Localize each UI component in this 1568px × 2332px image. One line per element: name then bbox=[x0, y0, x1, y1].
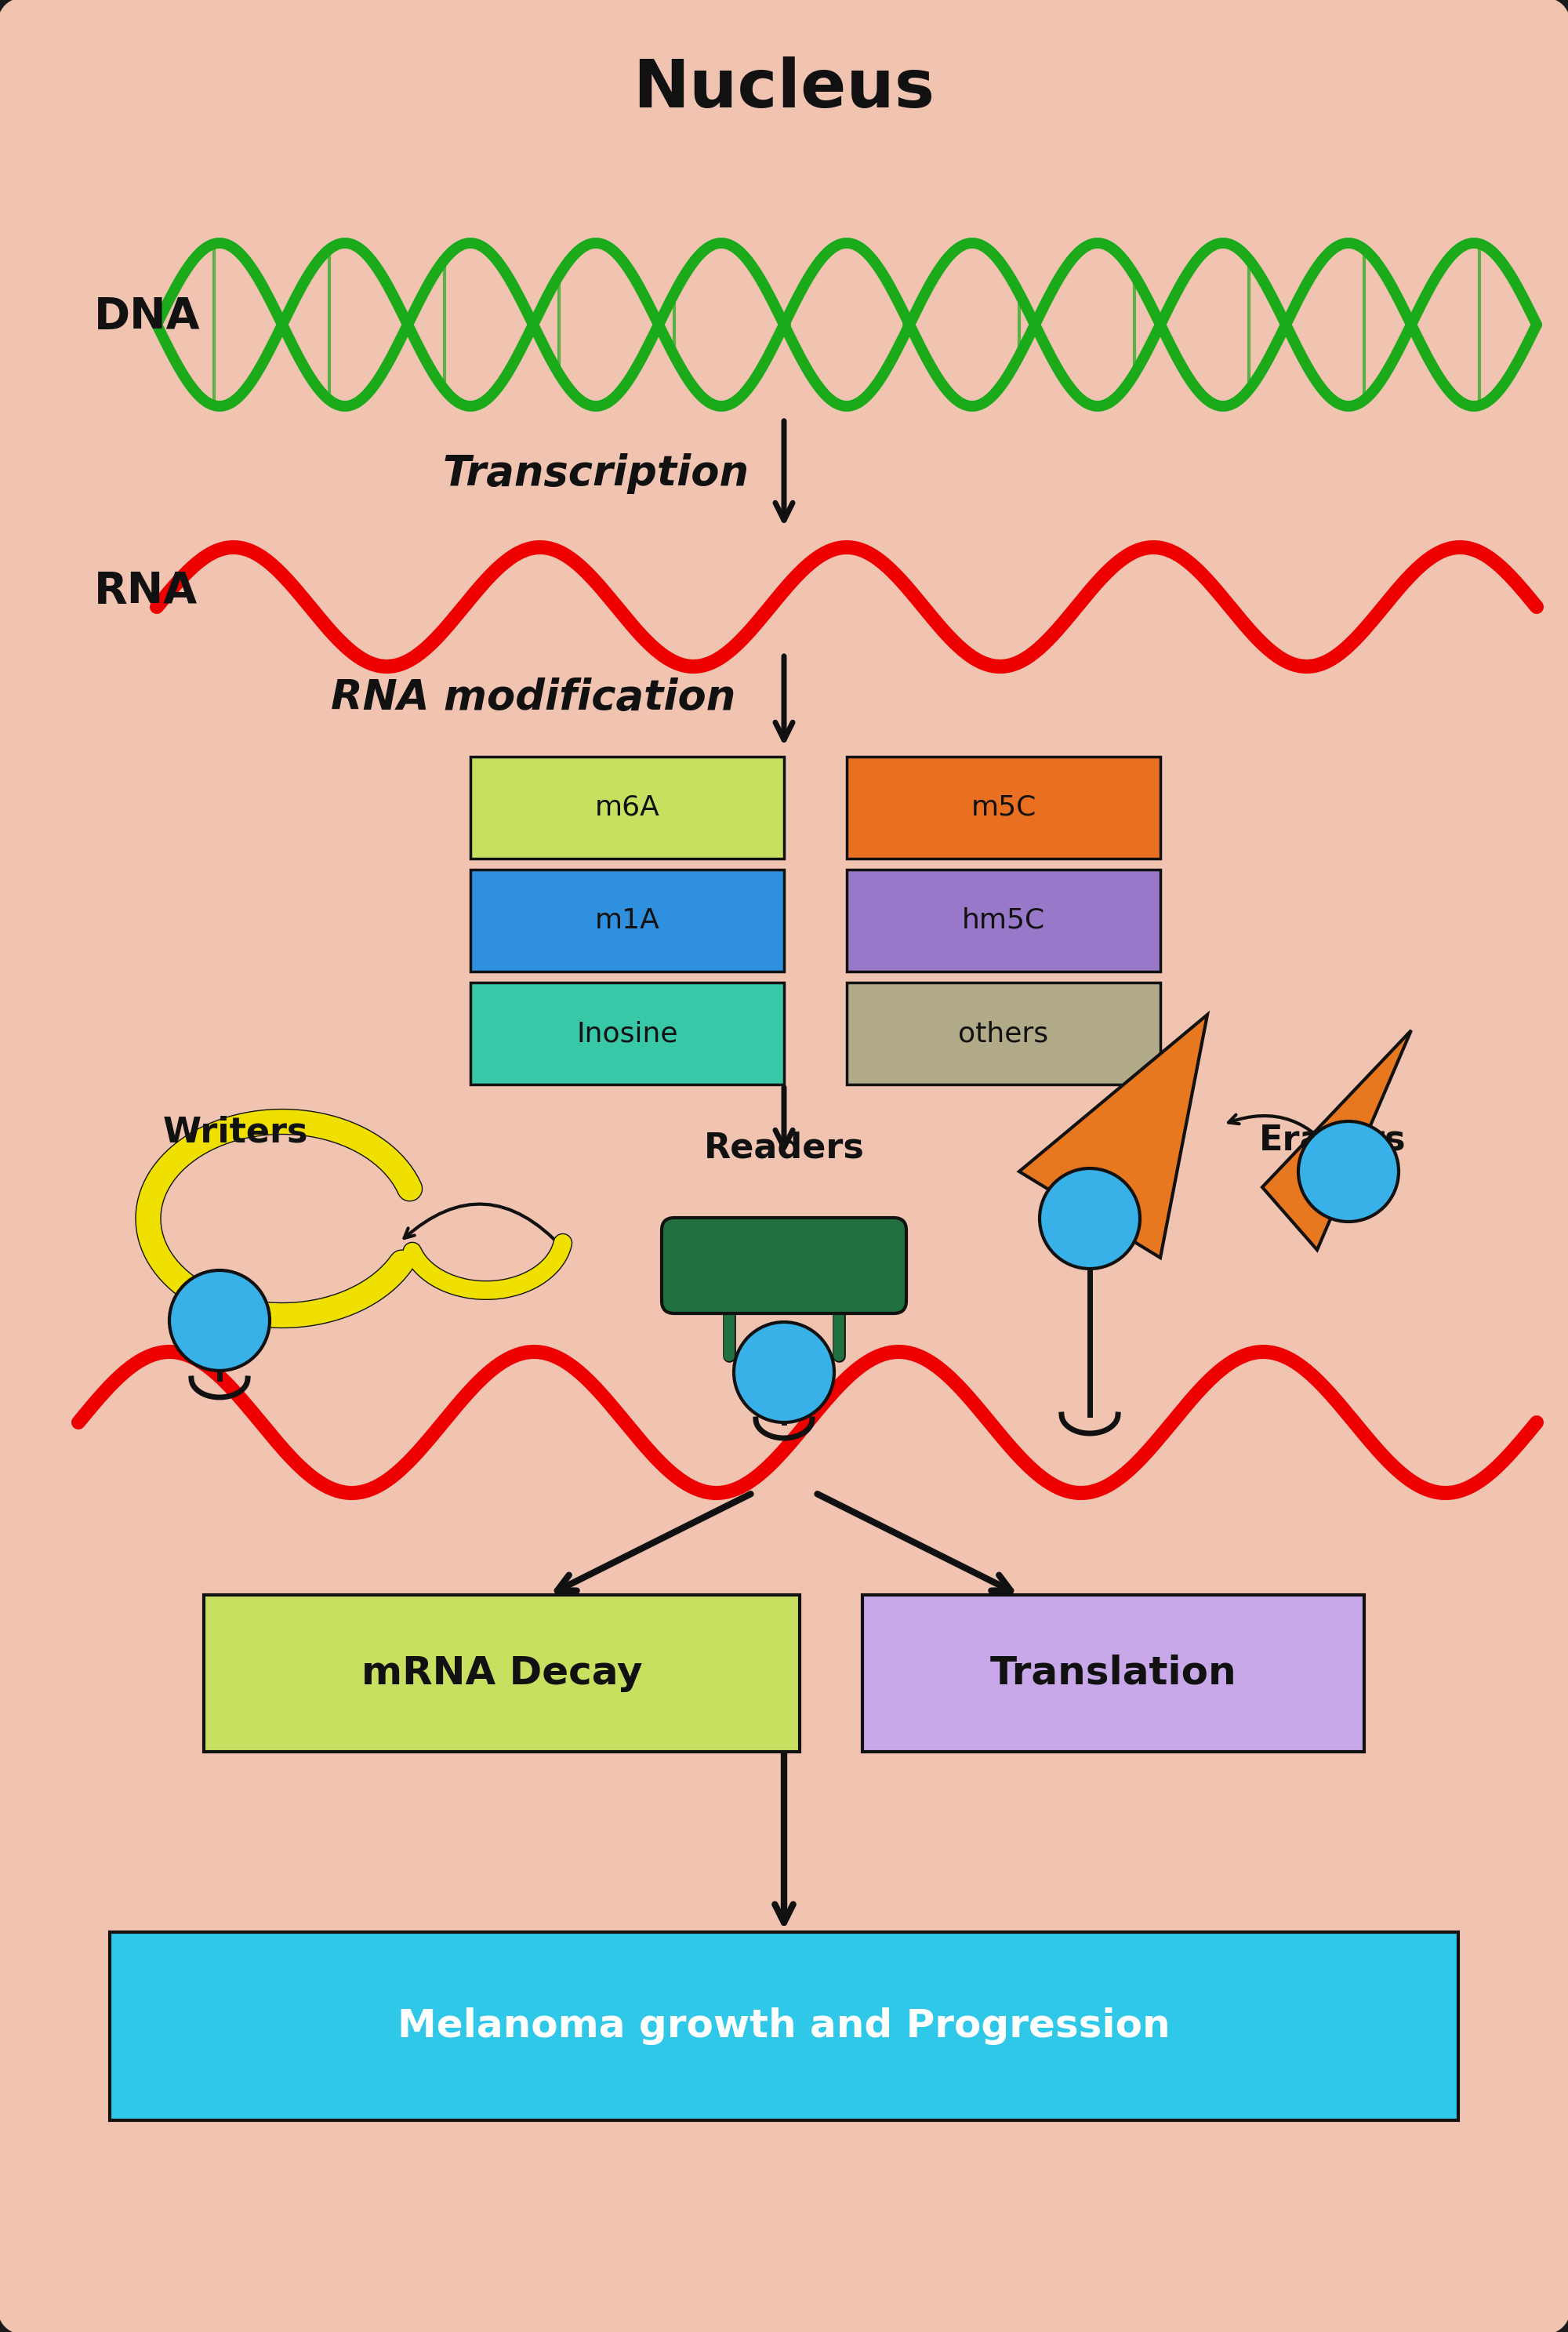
Text: Transcription: Transcription bbox=[442, 452, 750, 494]
Text: RNA modification: RNA modification bbox=[331, 679, 735, 718]
Text: Nucleus: Nucleus bbox=[633, 56, 935, 121]
Text: Readers: Readers bbox=[704, 1131, 864, 1164]
Text: DNA: DNA bbox=[94, 296, 201, 338]
Text: m1A: m1A bbox=[594, 907, 660, 933]
Text: Translation: Translation bbox=[989, 1653, 1237, 1693]
FancyBboxPatch shape bbox=[662, 1217, 906, 1313]
FancyBboxPatch shape bbox=[110, 1933, 1458, 2120]
Text: others: others bbox=[958, 1019, 1049, 1047]
FancyBboxPatch shape bbox=[847, 756, 1160, 858]
FancyBboxPatch shape bbox=[847, 870, 1160, 972]
Circle shape bbox=[734, 1322, 834, 1423]
Text: Melanoma growth and Progression: Melanoma growth and Progression bbox=[398, 2008, 1170, 2045]
Polygon shape bbox=[1019, 1014, 1207, 1257]
Text: Inosine: Inosine bbox=[577, 1019, 677, 1047]
FancyBboxPatch shape bbox=[847, 982, 1160, 1084]
Polygon shape bbox=[1262, 1031, 1411, 1250]
Text: m6A: m6A bbox=[594, 795, 660, 821]
Text: mRNA Decay: mRNA Decay bbox=[361, 1653, 643, 1693]
Text: Erasers: Erasers bbox=[1259, 1124, 1406, 1157]
Circle shape bbox=[1298, 1122, 1399, 1222]
FancyBboxPatch shape bbox=[862, 1595, 1364, 1751]
FancyBboxPatch shape bbox=[470, 870, 784, 972]
Circle shape bbox=[1040, 1168, 1140, 1269]
FancyBboxPatch shape bbox=[470, 982, 784, 1084]
Circle shape bbox=[169, 1271, 270, 1371]
FancyBboxPatch shape bbox=[470, 756, 784, 858]
Text: hm5C: hm5C bbox=[961, 907, 1046, 933]
Text: Writers: Writers bbox=[163, 1115, 307, 1150]
Text: m5C: m5C bbox=[971, 795, 1036, 821]
FancyBboxPatch shape bbox=[204, 1595, 800, 1751]
Text: RNA: RNA bbox=[94, 569, 198, 613]
